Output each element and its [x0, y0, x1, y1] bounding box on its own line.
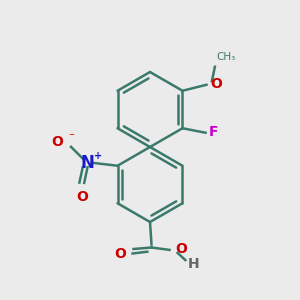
Text: O: O	[115, 247, 127, 260]
Text: O: O	[51, 135, 63, 149]
Text: CH₃: CH₃	[216, 52, 235, 62]
Text: +: +	[94, 151, 102, 161]
Text: O: O	[76, 190, 88, 204]
Text: ⁻: ⁻	[68, 132, 74, 142]
Text: O: O	[175, 242, 187, 256]
Text: O: O	[210, 77, 222, 91]
Text: F: F	[209, 125, 218, 139]
Text: H: H	[188, 257, 199, 271]
Text: N: N	[81, 154, 94, 172]
